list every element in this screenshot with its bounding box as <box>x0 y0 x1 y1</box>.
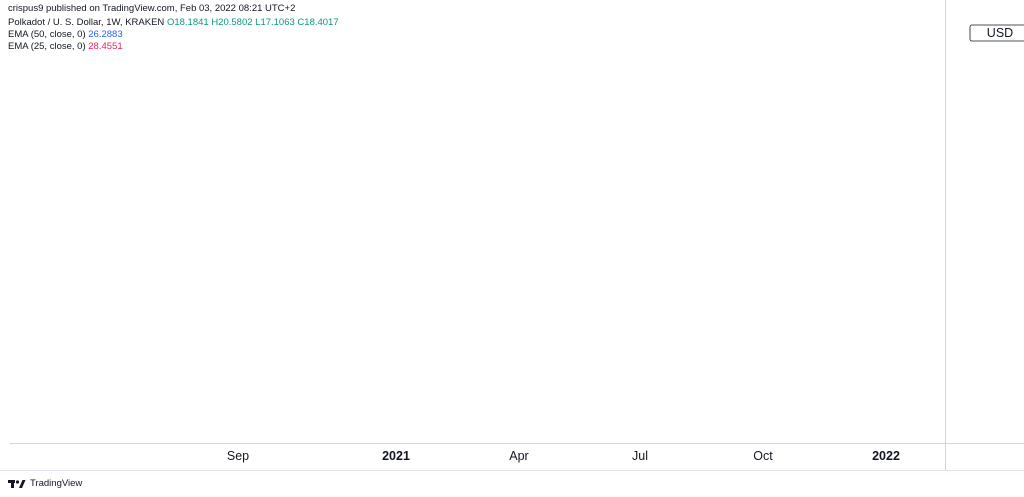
symbol-legend: Polkadot / U. S. Dollar, 1W, KRAKEN O18.… <box>8 17 339 29</box>
symbol-name: Polkadot / U. S. Dollar, 1W, KRAKEN <box>8 17 165 28</box>
x-tick-label: Sep <box>227 449 249 463</box>
ohlc-high: H20.5802 <box>211 17 253 28</box>
ema50-value: 26.2883 <box>88 29 123 40</box>
ohlc-low: L17.1063 <box>255 17 295 28</box>
x-tick-label: 2022 <box>872 449 900 463</box>
x-tick-label: 2021 <box>382 449 410 463</box>
ema25-legend: EMA (25, close, 0) 28.4551 <box>8 41 123 53</box>
x-tick-label: Apr <box>509 449 528 463</box>
x-tick-label: Oct <box>753 449 773 463</box>
brand-logo[interactable]: TradingView <box>8 478 82 489</box>
ohlc-close: C18.4017 <box>297 17 339 28</box>
footer-bar <box>0 470 1024 497</box>
ema50-label: EMA (50, close, 0) <box>8 29 86 40</box>
ema50-legend: EMA (50, close, 0) 26.2883 <box>8 29 123 41</box>
currency-label: USD <box>987 26 1013 40</box>
ema25-value: 28.4551 <box>88 41 123 52</box>
ohlc-open: O18.1841 <box>166 17 209 28</box>
x-tick-label: Jul <box>632 449 648 463</box>
publish-line: crispus9 published on TradingView.com, F… <box>8 3 296 14</box>
ema25-label: EMA (25, close, 0) <box>8 41 86 52</box>
currency-badge <box>969 24 1024 42</box>
brand-name: TradingView <box>30 478 83 489</box>
tradingview-logo-icon <box>8 479 26 488</box>
